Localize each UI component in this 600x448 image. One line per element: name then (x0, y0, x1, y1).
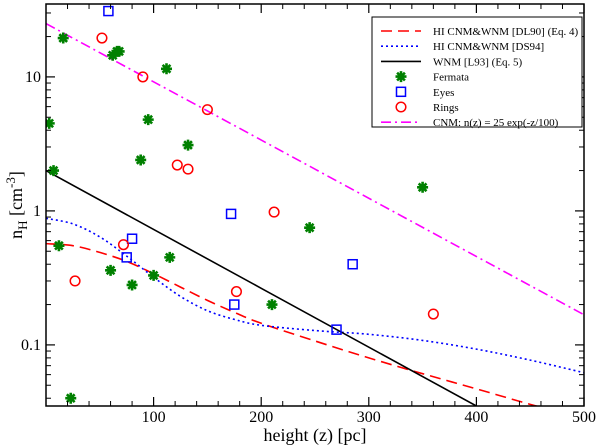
data-point-rings (69, 275, 81, 287)
data-point-fermata (182, 139, 194, 151)
legend-box (371, 16, 583, 128)
data-point-fermata (148, 269, 160, 281)
data-point-eyes (225, 208, 237, 220)
legend-swatch-eyes (395, 86, 407, 98)
data-point-fermata (304, 222, 316, 234)
legend: HI CNM&WNM [DL90] (Eq. 4) HI CNM&WNM [DS9… (371, 16, 583, 129)
data-point-eyes (103, 5, 114, 17)
y-axis-title: nH [cm-3] (3, 171, 30, 239)
data-point-fermata (164, 251, 176, 263)
legend-swatch-fermata (395, 71, 407, 83)
data-point-eyes (229, 299, 240, 310)
y-tick-label: 1 (33, 203, 41, 220)
data-point-rings (230, 286, 243, 298)
tick-layer: 100 200 300 400 500 0.1 1 10 (21, 4, 596, 426)
data-point-fermata (65, 392, 77, 404)
x-axis-title: height (z) [pc] (264, 425, 367, 446)
legend-label-cnm-n-z-25-exp-z-100: CNM: n(z) = 25 exp(-z/100) (433, 117, 559, 129)
data-point-fermata (48, 165, 60, 177)
data-point-fermata (46, 117, 55, 129)
legend-label-hi-cnm-wnm-dl90-eq-4: HI CNM&WNM [DL90] (Eq. 4) (433, 26, 578, 38)
y-tick-label: 10 (25, 69, 41, 86)
x-tick-label: 400 (464, 409, 488, 426)
y-axis-title-sup: -3 (3, 177, 18, 188)
data-point-rings (117, 239, 130, 251)
legend-label-fermata: Fermata (433, 72, 469, 84)
data-point-rings (96, 32, 108, 44)
legend-swatch-rings (395, 101, 407, 113)
data-point-fermata (53, 240, 65, 252)
x-tick-label: 100 (142, 409, 166, 426)
plot-frame (45, 3, 585, 407)
data-point-fermata (113, 45, 125, 57)
y-axis-title-base: n (6, 230, 26, 239)
y-axis-title-close: ] (6, 171, 26, 177)
data-point-eyes (347, 258, 358, 270)
y-axis-title-unit: [cm (6, 188, 26, 220)
data-point-rings (268, 206, 280, 218)
data-point-fermata (266, 299, 278, 311)
data-point-rings (171, 159, 183, 171)
legend-label-rings: Rings (433, 102, 459, 114)
data-point-fermata (57, 32, 69, 44)
data-point-fermata (142, 114, 154, 126)
data-point-rings (182, 163, 194, 175)
series-line-wnm-l93-eq-5 (46, 169, 477, 406)
data-point-fermata (105, 264, 117, 276)
x-tick-label: 300 (357, 409, 381, 426)
data-point-eyes (121, 252, 132, 263)
data-point-fermata (126, 279, 138, 291)
legend-label-hi-cnm-wnm-ds94: HI CNM&WNM [DS94] (433, 41, 544, 53)
data-point-rings (201, 104, 213, 116)
y-tick-label: 0.1 (21, 337, 41, 354)
y-axis-title-sub: H (15, 220, 30, 229)
marker-layer (46, 5, 439, 404)
series-line-cnm-n-z-25-exp-z-100 (46, 22, 584, 316)
legend-label-wnm-l93-eq-5: WNM [L93] (Eq. 5) (433, 56, 523, 68)
series-line-hi-cnm-wnm-ds94 (46, 217, 584, 374)
x-tick-label: 200 (249, 409, 273, 426)
data-point-eyes (331, 324, 342, 335)
series-layer (46, 22, 584, 406)
data-point-eyes (126, 233, 138, 244)
data-point-rings (427, 308, 439, 320)
data-point-fermata (135, 154, 147, 166)
data-point-fermata (417, 181, 429, 193)
legend-label-eyes: Eyes (433, 87, 454, 99)
data-point-rings (137, 71, 149, 83)
data-point-fermata (161, 63, 173, 75)
data-point-fermata (107, 49, 119, 61)
x-tick-label: 500 (572, 409, 596, 426)
